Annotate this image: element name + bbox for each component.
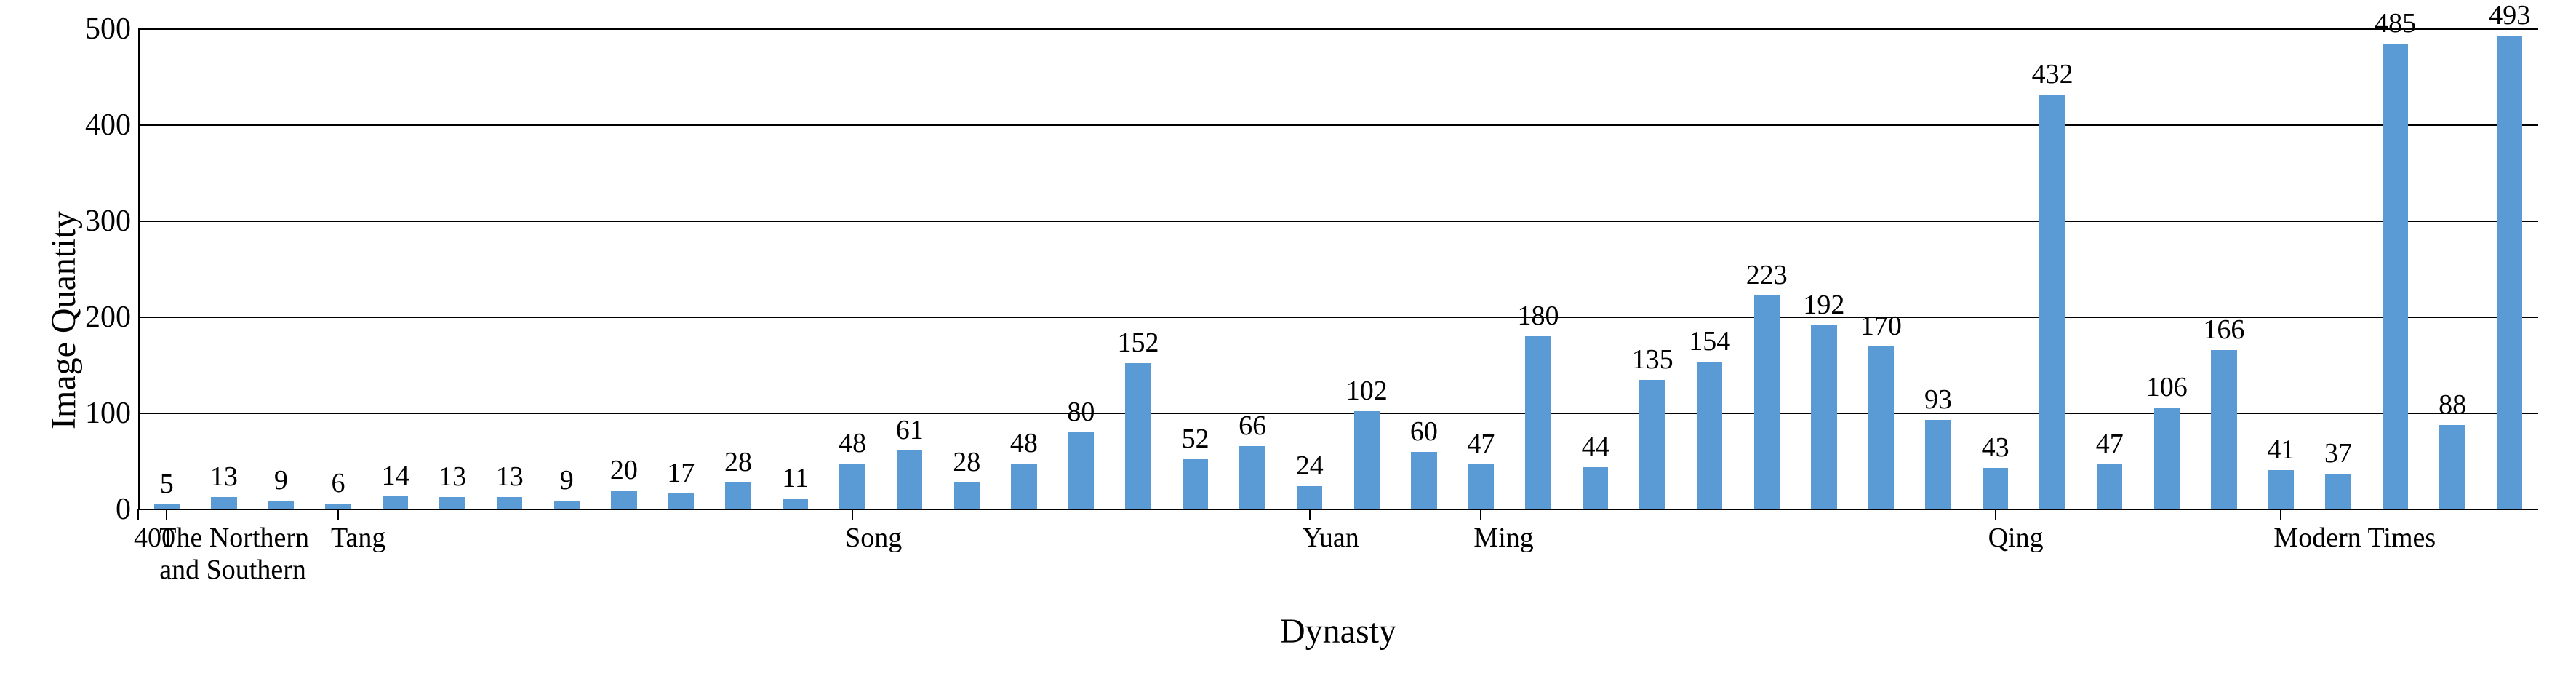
x-category-label: The Northern and Southern xyxy=(159,523,309,586)
x-tick xyxy=(137,509,139,520)
dynasty-image-quantity-chart: Image Quantity 0100200300400500 51396141… xyxy=(0,0,2576,695)
x-tick xyxy=(166,509,167,520)
x-category-label: Song xyxy=(845,523,902,555)
x-category-label: Ming xyxy=(1473,523,1533,555)
x-tick xyxy=(1995,509,1996,520)
x-category-label: Yuan xyxy=(1303,523,1359,555)
x-tick xyxy=(1309,509,1311,520)
x-tick xyxy=(1480,509,1481,520)
x-tick xyxy=(852,509,853,520)
x-category-label: Tang xyxy=(331,523,385,555)
x-tick-labels: The Northern and Southern Tang Song Yuan Min… xyxy=(0,0,2576,695)
x-category-label: Qing xyxy=(1988,523,2044,555)
x-tick xyxy=(2280,509,2281,520)
x-category-label: Modern Times xyxy=(2273,523,2436,555)
x-tick xyxy=(337,509,339,520)
x-axis-title: Dynasty xyxy=(1251,611,1425,651)
